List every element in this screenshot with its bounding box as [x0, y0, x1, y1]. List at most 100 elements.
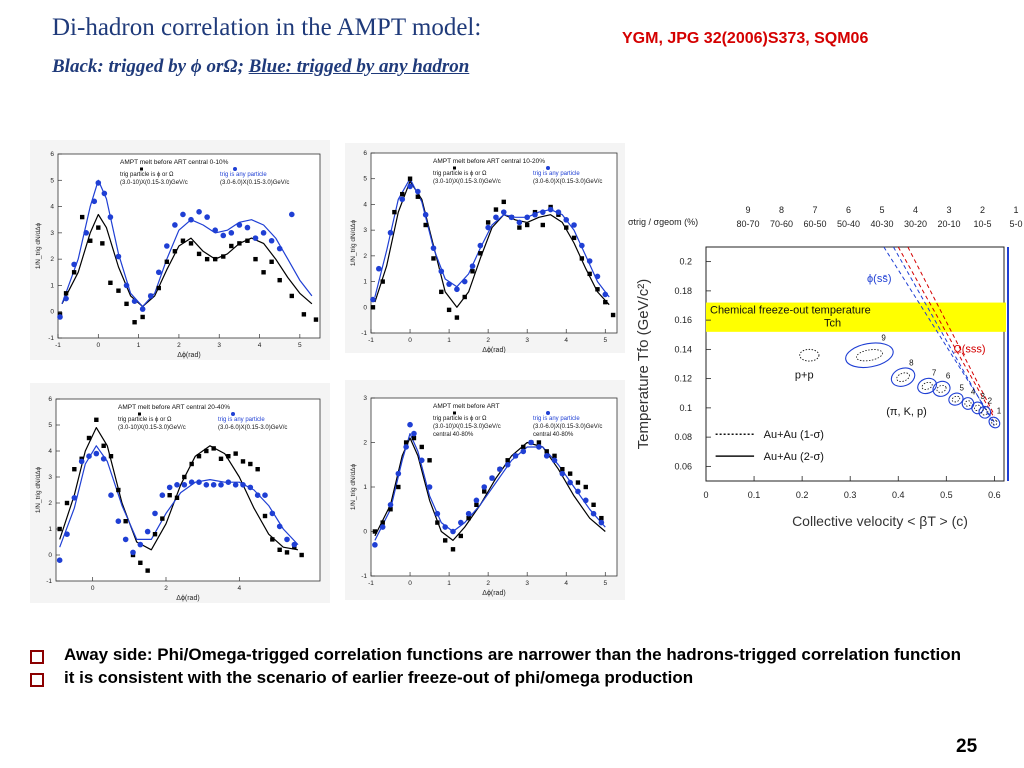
- data-point-blue: [418, 457, 425, 464]
- contour-label: 7: [932, 369, 937, 378]
- freeze-out-dashed-line: [907, 246, 995, 416]
- y-tick-label: 5: [50, 177, 54, 184]
- data-point-blue: [240, 482, 246, 488]
- y-tick-label: 0: [363, 304, 367, 311]
- y-tick-label: 4: [363, 201, 367, 208]
- data-point-blue: [269, 510, 276, 517]
- data-point-blue: [63, 295, 69, 302]
- slide-title: Di-hadron correlation in the AMPT model:: [52, 14, 482, 41]
- data-point-black: [270, 537, 275, 542]
- data-point-black: [233, 451, 238, 456]
- data-point-blue: [559, 470, 566, 477]
- data-point-black: [164, 259, 170, 264]
- data-point-black: [299, 552, 304, 558]
- data-point-black: [603, 299, 608, 305]
- data-point-blue: [500, 209, 507, 215]
- top-axis-range: 60-50: [803, 219, 826, 229]
- chart-central-0-10: -1 0 1 2 3 4 5 -1 0 1 2 3 4 5 6 Δϕ(rad) 1/N_trig dN/dΔϕ A…: [35, 151, 321, 359]
- data-point-black: [100, 241, 105, 246]
- legend-black-text: (3.0-10)X(0.15-3.0)GeV/c: [118, 425, 186, 431]
- legend-blue-marker: [231, 412, 235, 416]
- data-point-black: [567, 471, 573, 476]
- freeze-out-dashed-line: [897, 246, 995, 419]
- y-axis-label: 1/N_trig dN/dΔϕ: [350, 464, 357, 511]
- top-axis-range: 70-60: [770, 219, 793, 229]
- data-point-black: [221, 254, 226, 259]
- y-tick-label: 0.2: [679, 257, 692, 267]
- data-point-black: [493, 207, 499, 212]
- data-point-black: [218, 456, 224, 461]
- y-tick-label: 6: [50, 151, 54, 158]
- plot-frame: [55, 398, 321, 582]
- legend-blue-text: trig is any particle: [533, 171, 580, 177]
- legend-black-text: trig particle is ϕ or Ω: [120, 172, 174, 178]
- data-point-blue: [571, 222, 577, 228]
- data-point-blue: [590, 510, 597, 517]
- data-point-black: [138, 560, 143, 565]
- band-label-tch: Tch: [824, 318, 841, 330]
- data-point-blue: [473, 497, 480, 504]
- x-tick-label: 3: [525, 337, 529, 344]
- contour-ellipse: [971, 401, 984, 415]
- data-point-black: [423, 222, 428, 228]
- bullet-square-icon: [30, 650, 44, 664]
- data-point-black: [396, 484, 401, 490]
- data-point-blue: [174, 482, 180, 488]
- legend-black-text: (3.0-10)X(0.15-3.0)GeV/c: [120, 180, 188, 186]
- contour-inner: [855, 349, 883, 362]
- panel-central-40-80: -1 0 1 2 3 4 5 -1 0 1 2 3 Δϕ(rad) 1/N_trig dN/dΔϕ AMPT…: [345, 380, 625, 600]
- x-tick-label: 0: [703, 490, 708, 500]
- legend-blue-marker: [233, 167, 237, 171]
- data-point-blue: [244, 224, 251, 231]
- data-point-blue: [485, 224, 491, 231]
- x-tick-label: 2: [164, 585, 168, 592]
- x-tick-label: -1: [55, 342, 61, 349]
- data-point-black: [101, 443, 106, 448]
- legend-black-marker: [140, 167, 143, 171]
- y-axis-label: 1/N_trig dN/dΔϕ: [350, 220, 357, 267]
- data-point-blue: [236, 222, 243, 228]
- data-point-blue: [291, 541, 298, 548]
- data-point-black: [108, 454, 114, 459]
- data-point-black: [595, 287, 600, 292]
- slide-subtitle: Black: trigged by ϕ orΩ; Blue: trigged b…: [52, 56, 469, 78]
- data-point-blue: [115, 518, 122, 524]
- data-point-black: [403, 440, 409, 445]
- data-point-blue: [602, 291, 609, 298]
- x-tick-label: 0.3: [844, 490, 857, 500]
- data-point-blue: [524, 214, 530, 221]
- data-point-black: [229, 243, 234, 249]
- data-point-black: [579, 256, 585, 261]
- top-axis-range: 40-30: [870, 219, 893, 229]
- data-point-black: [482, 489, 487, 494]
- x-tick-label: 0.4: [892, 490, 905, 500]
- x-axis-label: Δϕ(rad): [482, 590, 505, 597]
- data-point-black: [213, 256, 218, 262]
- data-point-blue: [254, 492, 261, 498]
- data-point-blue: [376, 265, 382, 272]
- data-point-black: [454, 315, 460, 320]
- y-axis-label: 1/N_trig dN/dΔϕ: [35, 467, 42, 514]
- legend-blue-marker: [546, 411, 550, 415]
- x-axis-label: Collective velocity < βT > (c): [792, 513, 968, 529]
- data-point-black: [552, 453, 557, 459]
- contour-inner: [936, 384, 947, 393]
- data-point-black: [132, 320, 137, 325]
- data-point-black: [466, 515, 471, 521]
- panel-central-20-40: 0 2 4 -1 0 1 2 3 4 5 6 Δϕ(rad) 1/N_trig dN/dΔϕ AMPT m…: [30, 383, 330, 603]
- x-tick-label: 3: [217, 342, 221, 349]
- x-tick-label: 1: [137, 342, 141, 349]
- contour-ellipse: [988, 416, 1001, 429]
- data-point-black: [226, 454, 231, 459]
- panel-central-0-10: -1 0 1 2 3 4 5 -1 0 1 2 3 4 5 6 Δϕ(rad) 1/N_trig dN/dΔϕ A…: [30, 140, 330, 360]
- data-point-blue: [528, 439, 534, 446]
- data-point-blue: [196, 209, 202, 215]
- bullet-text: Away side: Phi/Omega-trigged correlation…: [64, 645, 962, 664]
- data-point-blue: [438, 268, 445, 275]
- y-tick-label: 2: [363, 253, 367, 260]
- y-tick-label: -1: [48, 335, 54, 342]
- data-point-black: [204, 448, 209, 454]
- data-point-blue: [579, 242, 585, 249]
- data-point-black: [301, 312, 307, 317]
- data-point-black: [152, 532, 158, 537]
